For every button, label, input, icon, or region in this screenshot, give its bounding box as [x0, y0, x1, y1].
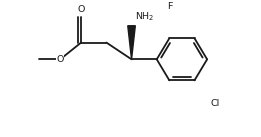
Polygon shape	[128, 26, 135, 59]
Text: O: O	[56, 55, 64, 64]
Text: F: F	[167, 2, 172, 12]
Text: O: O	[56, 55, 64, 64]
Text: Cl: Cl	[210, 99, 220, 108]
Text: O: O	[78, 5, 85, 14]
Text: NH$_2$: NH$_2$	[135, 10, 154, 23]
